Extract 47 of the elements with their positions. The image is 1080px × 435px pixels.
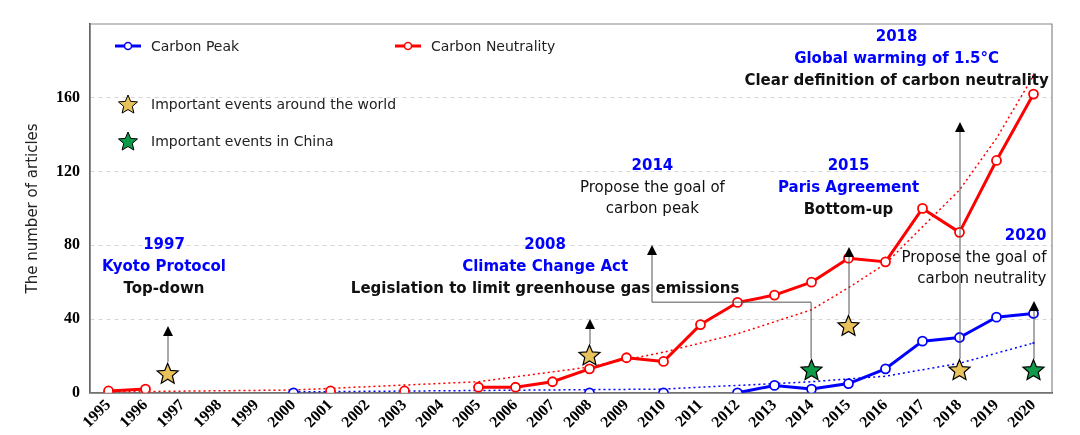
annotation: 2018 Global warming of 1.5°C Clear definition of carbon neutrality [744, 26, 1049, 89]
point [473, 381, 484, 393]
annotation: 2020 Propose the goal of carbon neutrality [901, 226, 1048, 288]
point [806, 276, 817, 288]
point [695, 319, 706, 330]
point [584, 363, 595, 375]
point [578, 344, 601, 366]
point [325, 385, 336, 393]
point [1022, 359, 1045, 381]
x-tick-label: 1999 [226, 395, 262, 431]
point [140, 383, 151, 393]
point [917, 203, 928, 214]
point [658, 356, 669, 367]
point [991, 311, 1002, 323]
point [769, 289, 780, 301]
y-tick-label: 40 [64, 309, 80, 327]
point [991, 155, 1002, 166]
point [843, 378, 854, 389]
x-tick-label: 2011 [671, 395, 706, 430]
y-tick-label: 160 [56, 87, 80, 105]
annotation: 2014 Propose the goal of carbon peak [579, 156, 726, 217]
y-tick-label: 120 [56, 161, 80, 179]
point [880, 256, 891, 268]
point [917, 335, 928, 347]
point [547, 376, 558, 388]
point [948, 359, 971, 381]
y-axis-title: The number of articles [22, 123, 41, 295]
point [1028, 88, 1039, 100]
y-tick-label: 80 [64, 235, 80, 253]
annotation: 2015 Paris Agreement Bottom-up [777, 156, 920, 218]
point [769, 380, 780, 391]
point [800, 359, 823, 381]
point [156, 362, 179, 384]
point [806, 383, 817, 393]
point [103, 385, 114, 393]
point [880, 363, 891, 375]
point [399, 385, 410, 393]
point [837, 314, 860, 336]
legend-label: Carbon Neutrality [431, 38, 556, 54]
annotation: 1997 Kyoto Protocol Top-down [102, 235, 226, 298]
legend-label: Important events in China [151, 133, 334, 149]
legend-label: Important events around the world [151, 96, 397, 112]
point [510, 381, 521, 393]
y-tick-label: 0 [72, 382, 80, 400]
legend-label: Carbon Peak [151, 38, 240, 54]
point [621, 352, 632, 364]
annotation: 2008 Climate Change Act Legislation to limit greenhouse gas emissions [350, 235, 740, 298]
